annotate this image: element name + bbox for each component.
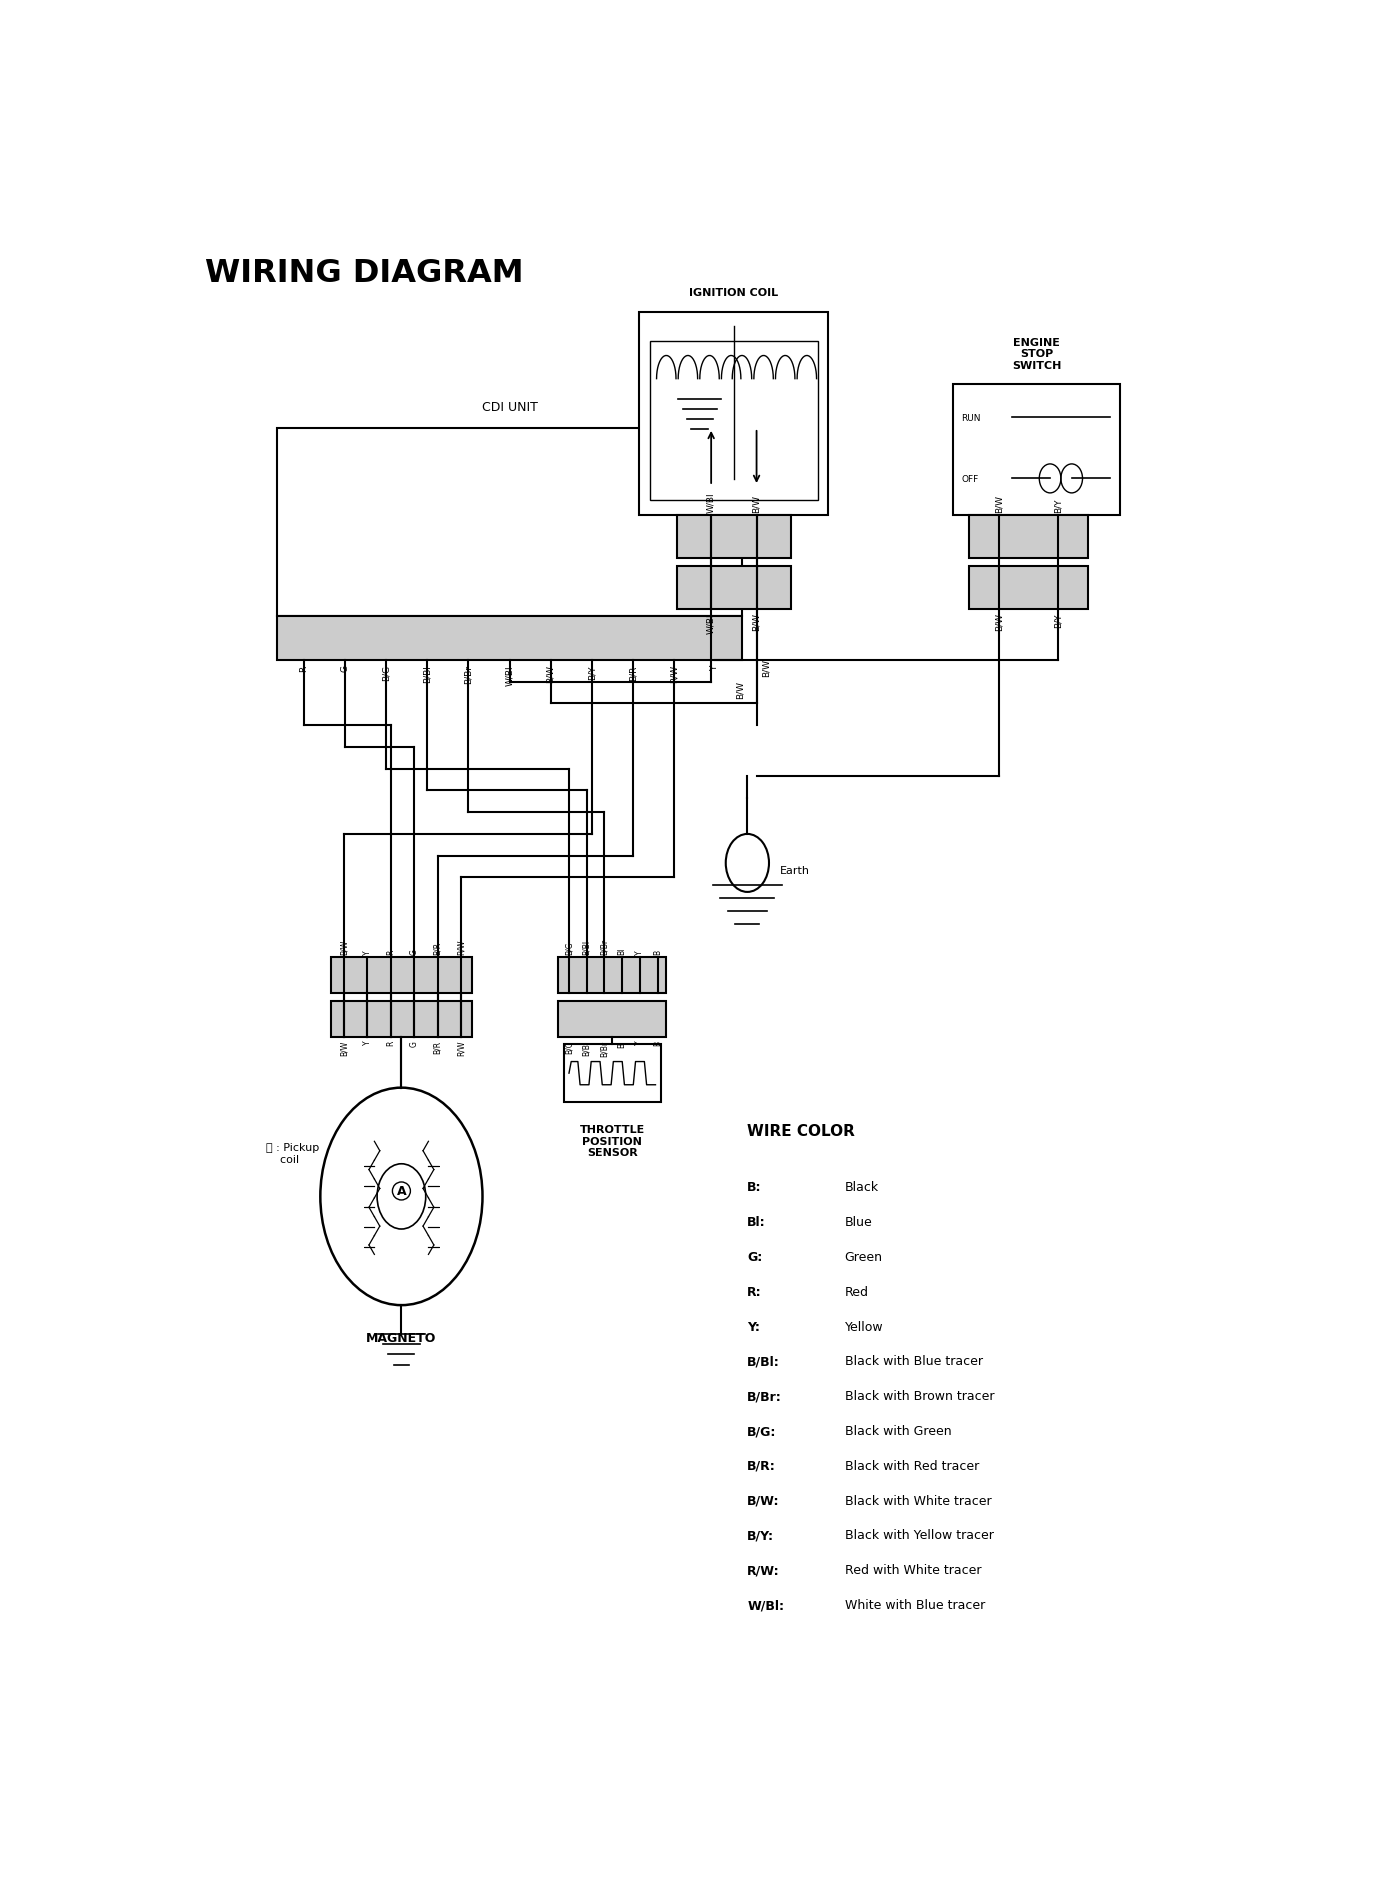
Text: B:: B: [748,1180,762,1193]
Bar [639,312,829,516]
Text: G: G [410,949,418,954]
Text: B/Bl: B/Bl [582,939,591,954]
Text: MAGNETO: MAGNETO [367,1332,437,1344]
Text: B/Y:: B/Y: [748,1528,774,1541]
Text: G:: G: [748,1250,763,1263]
Text: B/R:: B/R: [748,1459,776,1472]
Text: Bl: Bl [618,1041,626,1048]
Text: B/Bl: B/Bl [582,1041,591,1056]
Text: B/Br: B/Br [600,1041,610,1056]
Text: R: R [386,949,395,954]
Text: W/Bl: W/Bl [707,614,716,634]
Text: Black with Red tracer: Black with Red tracer [845,1459,979,1472]
Text: Bl: Bl [618,947,626,954]
Text: B/R: B/R [628,664,638,679]
Bar [278,429,742,617]
Text: B/W: B/W [995,495,1003,512]
Text: Y: Y [635,1041,644,1045]
Text: B/Y: B/Y [1053,614,1063,627]
Text: WIRING DIAGRAM: WIRING DIAGRAM [205,258,523,288]
Text: B/W: B/W [762,659,771,678]
Text: B: B [653,1041,663,1045]
Bar [564,1045,661,1103]
Text: B/R: B/R [432,1041,442,1054]
Text: B/Bl:: B/Bl: [748,1355,780,1368]
Text: B/W: B/W [752,495,762,512]
Bar [331,958,472,994]
Text: B/W: B/W [995,614,1003,630]
Bar [558,958,667,994]
Text: W/Bl:: W/Bl: [748,1598,784,1611]
Text: Red with White tracer: Red with White tracer [845,1564,981,1577]
Text: B/Br: B/Br [465,664,473,683]
Text: Yellow: Yellow [845,1319,883,1332]
Text: W/Bl: W/Bl [505,664,513,685]
Text: Black: Black [845,1180,879,1193]
Bar [953,386,1120,516]
Text: B: B [653,950,663,954]
Bar [677,566,791,610]
Text: Red: Red [845,1285,869,1299]
Text: RUN: RUN [961,414,981,422]
Bar [650,343,817,501]
Text: Y: Y [635,950,644,954]
Text: B/W: B/W [545,664,555,683]
Text: G: G [340,664,350,672]
Text: CDI UNIT: CDI UNIT [481,401,537,414]
Text: Y: Y [710,664,720,670]
Text: B/Br: B/Br [600,939,610,954]
Text: R/W: R/W [456,939,466,954]
Text: Black with White tracer: Black with White tracer [845,1494,992,1507]
Text: OFF: OFF [961,474,979,484]
Text: W/Bl: W/Bl [707,493,716,512]
Bar [677,516,791,559]
Text: B/W: B/W [735,681,745,698]
Bar [970,516,1088,559]
Text: A: A [396,1186,406,1197]
Text: THROTTLE
POSITION
SENSOR: THROTTLE POSITION SENSOR [579,1124,644,1157]
Bar [558,1001,667,1037]
Text: R: R [386,1041,395,1046]
Text: Earth: Earth [780,866,810,875]
Text: White with Blue tracer: White with Blue tracer [845,1598,985,1611]
Bar [331,1001,472,1037]
Bar [970,566,1088,610]
Text: B/W: B/W [339,1041,349,1056]
Text: R/W:: R/W: [748,1564,780,1577]
Text: Black with Green: Black with Green [845,1425,951,1438]
Text: B/G: B/G [382,664,391,681]
Text: Blue: Blue [845,1216,872,1229]
Text: Black with Brown tracer: Black with Brown tracer [845,1389,995,1402]
Text: Y: Y [363,950,372,954]
Text: Black with Yellow tracer: Black with Yellow tracer [845,1528,993,1541]
Text: WIRE COLOR: WIRE COLOR [748,1124,855,1139]
Text: R/W: R/W [670,664,678,683]
Text: B/Y: B/Y [587,664,596,679]
Text: B/Br:: B/Br: [748,1389,783,1402]
Text: B/W: B/W [339,939,349,954]
Text: B/G: B/G [565,1041,573,1054]
Text: IGNITION COIL: IGNITION COIL [689,288,778,297]
Text: ENGINE
STOP
SWITCH: ENGINE STOP SWITCH [1011,337,1062,371]
Text: G: G [410,1041,418,1046]
Text: Green: Green [845,1250,883,1263]
Text: Bl:: Bl: [748,1216,766,1229]
Text: Ⓐ : Pickup
    coil: Ⓐ : Pickup coil [266,1142,319,1165]
Text: R/W: R/W [456,1041,466,1056]
Text: B/G:: B/G: [748,1425,777,1438]
Text: B/W: B/W [752,614,762,630]
Text: R: R [300,664,308,672]
Text: Y: Y [363,1041,372,1045]
Text: B/R: B/R [432,941,442,954]
Text: B/G: B/G [565,941,573,954]
Text: B/W:: B/W: [748,1494,780,1507]
Text: B/Y: B/Y [1053,499,1063,512]
Bar [278,617,742,661]
Text: Black with Blue tracer: Black with Blue tracer [845,1355,982,1368]
Text: R:: R: [748,1285,762,1299]
Text: B/Bl: B/Bl [423,664,432,683]
Text: Y:: Y: [748,1319,760,1332]
